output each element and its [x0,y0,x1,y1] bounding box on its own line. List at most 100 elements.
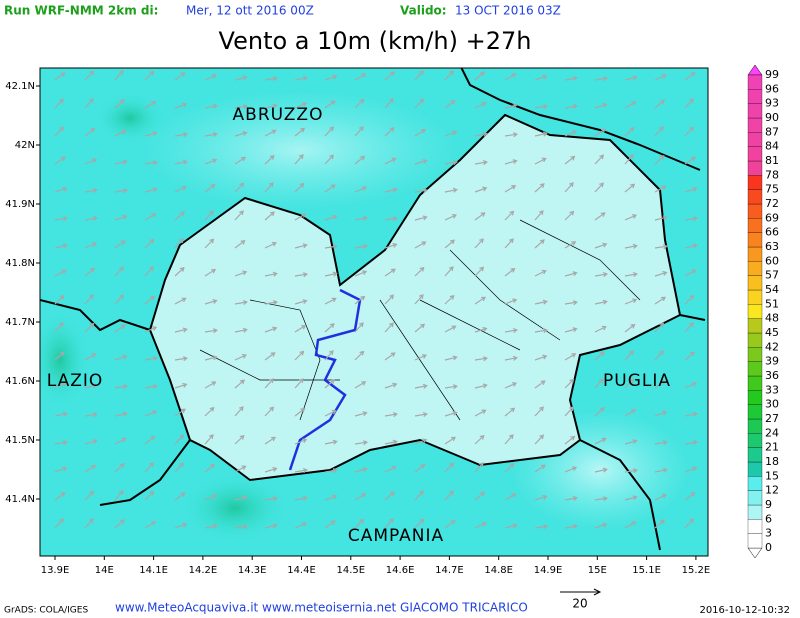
wind-arrow [384,71,395,81]
wind-arrow [204,238,215,249]
wind-arrow [84,267,96,277]
wind-arrow [234,524,249,530]
wind-arrow [354,98,365,109]
wind-arrow [204,523,218,529]
colorbar-segment [747,304,763,319]
wind-arrow [564,495,578,501]
wind-arrow [534,354,548,361]
wind-arrow [624,495,638,501]
wind-arrow [684,243,698,249]
colorbar-segment [747,189,763,205]
wind-arrow [144,213,157,221]
wind-arrow [474,131,488,137]
wind-arrow [114,214,128,221]
wind-arrow [594,272,608,278]
colorbar-segment [747,218,763,233]
wind-arrow [174,238,184,249]
colorbar-segment [747,476,763,491]
y-tick-label: 41.6N [5,376,35,387]
colorbar-segment [747,246,763,262]
wind-arrow [654,296,667,305]
colorbar-label: 78 [765,168,779,181]
wind-arrow [654,126,664,137]
wind-arrow [294,495,308,501]
wind-arrow [534,299,548,305]
colorbar-label: 30 [765,398,779,411]
wind-arrow [504,267,516,277]
wind-arrow [594,437,607,445]
map-area [40,68,708,556]
colorbar-label: 36 [765,369,779,382]
wind-arrow [204,158,218,165]
wind-arrow [594,182,604,193]
wind-arrow [144,266,154,277]
wind-arrow [54,156,66,165]
wind-arrow [144,160,159,166]
wind-arrow [624,439,638,445]
wind-arrow [114,70,124,81]
wind-arrow [444,159,458,166]
wind-arrow [684,98,694,109]
wind-arrow [54,440,68,446]
wind-arrow [474,356,489,362]
x-tick-label: 14.9E [534,565,563,576]
x-tick-label: 15E [588,565,607,576]
region-label: CAMPANIA [348,526,444,546]
colorbar-segment [747,89,763,104]
colorbar-label: 63 [765,240,779,253]
x-tick-label: 15.2E [682,565,711,576]
colorbar-end [747,547,763,559]
run-date: Mer, 12 ott 2016 00Z [186,4,314,18]
x-tick-label: 14.1E [139,565,168,576]
wind-arrow [294,182,305,193]
y-tick-label: 42.1N [5,81,35,92]
wind-arrow [444,355,458,361]
wind-arrow [414,383,428,389]
wind-arrow [114,99,125,109]
wind-arrow [504,355,518,361]
wind-arrow [54,98,64,109]
wind-arrow [324,271,338,277]
wind-arrow [234,327,248,333]
wind-arrow [624,468,639,474]
wind-arrow [294,522,308,529]
wind-arrow [504,462,515,473]
wind-arrow [354,518,365,529]
colorbar-label: 99 [765,68,779,81]
x-tick-label: 14.7E [435,565,464,576]
wind-arrow [474,101,487,109]
x-tick-label: 15.1E [632,565,661,576]
wind-arrow [384,322,394,333]
wind-arrow [144,462,154,473]
wind-arrow [534,104,549,110]
colorbar-segment [747,275,763,291]
wind-arrow [564,435,576,445]
wind-arrow [324,520,336,529]
wind-arrow [354,126,364,137]
software-credit: GrADS: COLA/IGES [4,606,88,616]
wind-arrow [114,240,126,249]
wind-arrow [174,356,189,362]
wind-arrows [54,70,699,530]
wind-arrow [204,268,217,277]
wind-arrow [174,267,185,277]
wind-arrow [564,182,574,193]
wind-arrow [624,271,638,278]
wind-arrow [294,350,305,361]
wind-arrow [474,462,484,473]
wind-arrow [624,323,636,333]
wind-arrow [684,156,697,165]
wind-arrow [204,210,214,221]
wind-arrow [564,241,577,249]
wind-arrow [264,326,278,333]
y-tick-label: 41.5N [5,435,35,446]
wind-arrow [384,518,394,529]
wind-arrow [474,434,485,445]
colorbar-label: 51 [765,297,779,310]
wind-arrow [54,518,64,529]
wind-arrow [294,75,308,81]
wind-arrow [564,130,578,137]
wind-arrow [594,128,606,137]
wind-arrow [594,76,609,82]
wind-arrow [474,491,486,501]
